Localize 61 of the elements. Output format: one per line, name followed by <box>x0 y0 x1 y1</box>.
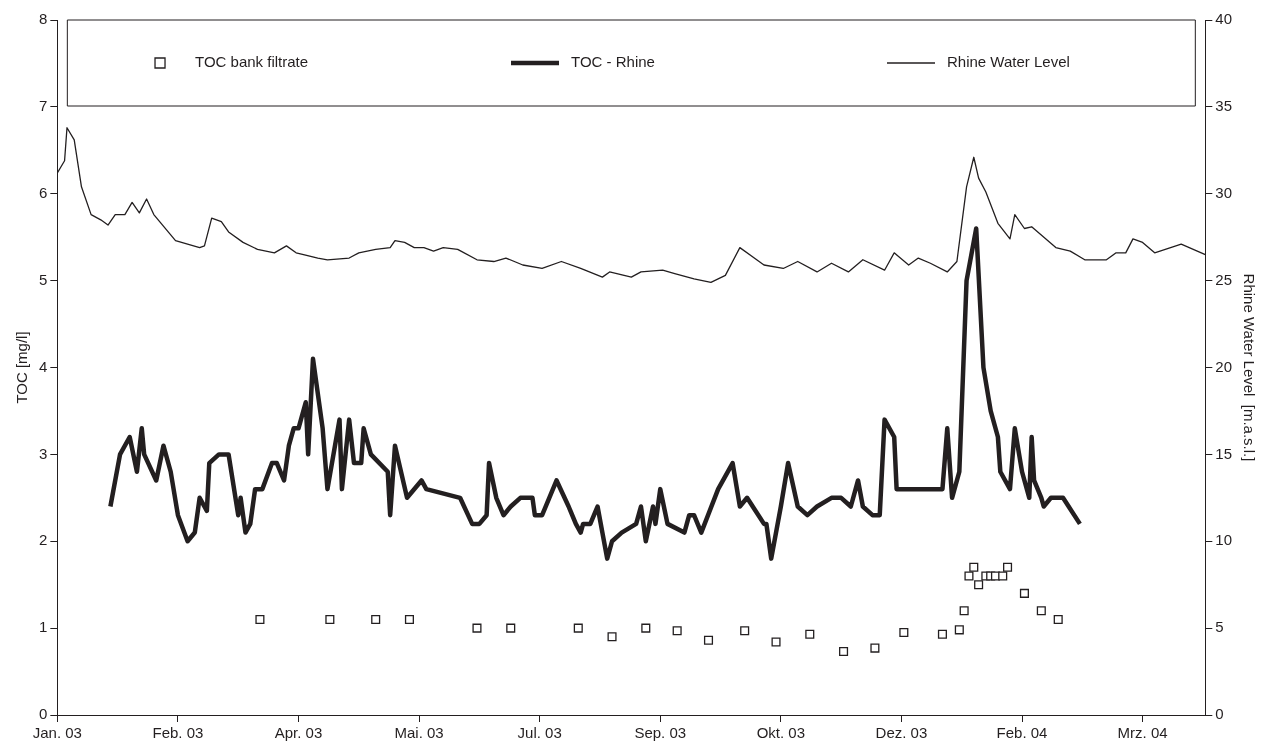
y2-tick-label: 0 <box>1215 705 1224 723</box>
point <box>870 643 880 653</box>
y-tick-label: 4 <box>39 357 48 375</box>
y-axis-title: TOC [mg/l] <box>13 331 31 404</box>
point <box>1036 606 1046 616</box>
y2-axis-title: Rhine Water Level [m.a.s.l.] <box>1240 273 1258 462</box>
legend-label: Rhine Water Level <box>947 53 1070 71</box>
y2-tick-label: 5 <box>1215 618 1224 636</box>
point <box>805 629 815 639</box>
point <box>404 614 414 624</box>
legend-label: TOC bank filtrate <box>195 53 309 71</box>
x-tick-label: Feb. 04 <box>996 724 1048 742</box>
y2-tick-label: 35 <box>1215 97 1232 115</box>
point <box>325 614 335 624</box>
y-tick-label: 8 <box>39 10 48 28</box>
point <box>607 632 617 642</box>
point <box>672 626 682 636</box>
y-tick-label: 2 <box>39 531 48 549</box>
y-tick-label: 7 <box>39 97 48 115</box>
point <box>969 562 979 572</box>
y-tick-label: 5 <box>39 270 48 288</box>
point <box>1053 614 1063 624</box>
point <box>573 623 583 633</box>
x-tick-label: Apr. 03 <box>274 724 323 742</box>
point <box>506 623 516 633</box>
point <box>703 635 714 645</box>
point <box>641 623 651 633</box>
x-tick-label: Okt. 03 <box>756 724 806 742</box>
x-tick-label: Feb. 03 <box>152 724 204 742</box>
y2-tick-label: 25 <box>1215 270 1232 288</box>
point <box>959 606 969 616</box>
x-tick-label: Dez. 03 <box>875 724 928 742</box>
point <box>839 647 849 657</box>
x-tick-label: Sep. 03 <box>634 724 687 742</box>
y-tick-label: 1 <box>39 618 48 636</box>
point <box>771 637 781 647</box>
y-tick-label: 6 <box>39 183 48 201</box>
y2-tick-label: 30 <box>1215 183 1232 201</box>
point <box>472 623 482 633</box>
x-tick-label: Jan. 03 <box>32 724 82 742</box>
x-tick-label: Mrz. 04 <box>1117 724 1168 742</box>
y2-tick-label: 15 <box>1215 444 1232 462</box>
point <box>1019 588 1029 598</box>
x-tick-label: Mai. 03 <box>394 724 444 742</box>
y2-tick-label: 40 <box>1215 10 1232 28</box>
point <box>371 614 381 624</box>
point <box>899 627 909 638</box>
point <box>937 629 947 639</box>
legend-label: TOC - Rhine <box>571 53 655 71</box>
x-tick-label: Jul. 03 <box>517 724 562 742</box>
y2-tick-label: 20 <box>1215 357 1232 375</box>
point <box>998 571 1008 581</box>
point <box>740 626 750 636</box>
point <box>255 614 265 624</box>
point <box>1003 562 1013 572</box>
y-tick-label: 0 <box>39 705 48 723</box>
y2-tick-label: 10 <box>1215 531 1232 549</box>
point <box>954 625 964 635</box>
y-tick-label: 3 <box>39 444 48 462</box>
point <box>974 580 984 590</box>
point <box>964 571 974 581</box>
